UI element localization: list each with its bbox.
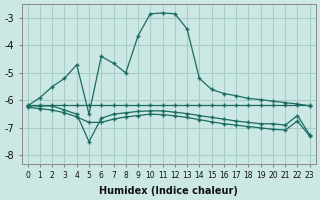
X-axis label: Humidex (Indice chaleur): Humidex (Indice chaleur): [99, 186, 238, 196]
